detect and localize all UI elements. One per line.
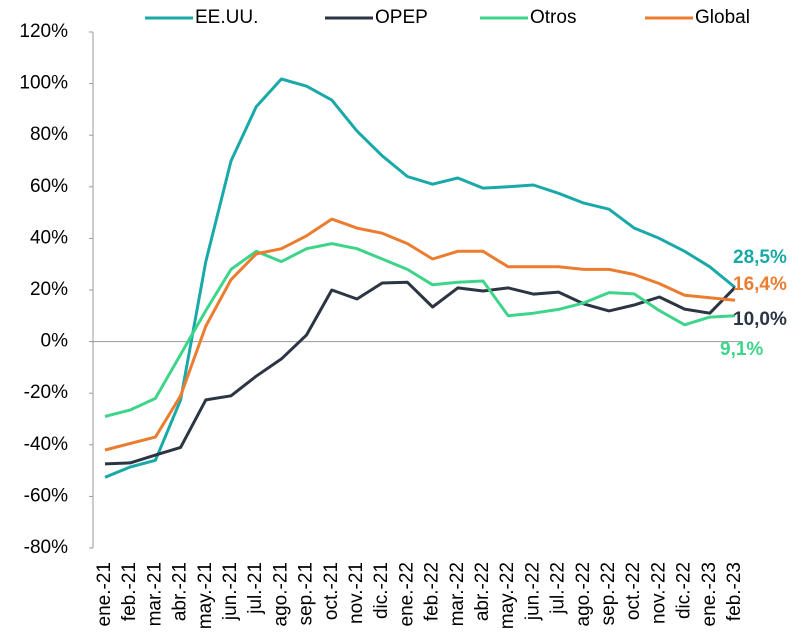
x-tick-label: may.-21 (195, 562, 216, 629)
x-tick-label: oct.-22 (623, 562, 644, 620)
x-tick-label: nov.-21 (346, 562, 367, 624)
y-tick-label: 20% (30, 279, 68, 300)
x-tick-label: feb.-23 (724, 562, 745, 621)
y-tick-label: 80% (30, 124, 68, 145)
x-tick-label: sep.-22 (598, 562, 619, 625)
legend-label: OPEP (375, 7, 428, 28)
x-tick-label: feb.-22 (422, 562, 443, 621)
y-tick-label: -60% (24, 485, 68, 506)
x-tick-label: abr.-22 (472, 562, 493, 621)
y-tick-label: 0% (41, 331, 69, 352)
x-tick-label: oct.-21 (321, 562, 342, 620)
y-tick-label: -20% (24, 382, 68, 403)
y-tick-label: 40% (30, 227, 68, 248)
legend-label: Otros (530, 7, 576, 28)
x-tick-label: feb.-21 (119, 562, 140, 621)
x-tick-label: nov.-22 (648, 562, 669, 624)
legend-label: Global (695, 7, 750, 28)
x-tick-label: dic.-21 (371, 562, 392, 619)
x-tick-label: mar.-21 (144, 562, 165, 626)
x-tick-label: ene.-21 (94, 562, 115, 626)
x-tick-label: abr.-21 (170, 562, 191, 621)
x-tick-label: dic.-22 (674, 562, 695, 619)
x-tick-label: sep.-21 (296, 562, 317, 625)
x-tick-label: jun.-22 (522, 562, 543, 621)
y-tick-label: -40% (24, 434, 68, 455)
series-line (104, 242, 736, 418)
series-line (104, 280, 737, 466)
x-tick-label: mar.-22 (447, 562, 468, 626)
x-tick-label: ene.-22 (396, 562, 417, 626)
x-tick-label: ene.-23 (699, 562, 720, 626)
end-label: 9,1% (720, 339, 763, 360)
x-tick-label: may.-22 (497, 562, 518, 629)
y-tick-label: 60% (30, 176, 68, 197)
x-tick-label: jul.-21 (245, 562, 266, 615)
end-label: 28,5% (733, 247, 787, 268)
x-tick-label: jul.-22 (548, 562, 569, 615)
x-tick-label: ago.-21 (270, 562, 291, 626)
series-line (104, 77, 736, 479)
y-tick-label: 100% (19, 73, 68, 94)
legend-label: EE.UU. (195, 7, 258, 28)
y-tick-label: 120% (19, 21, 68, 42)
y-tick-label: -80% (24, 537, 68, 558)
x-tick-label: jun.-21 (220, 562, 241, 621)
series-line (104, 217, 736, 452)
end-label: 16,4% (733, 274, 787, 295)
x-tick-label: ago.-22 (573, 562, 594, 626)
end-label: 10,0% (733, 309, 787, 330)
